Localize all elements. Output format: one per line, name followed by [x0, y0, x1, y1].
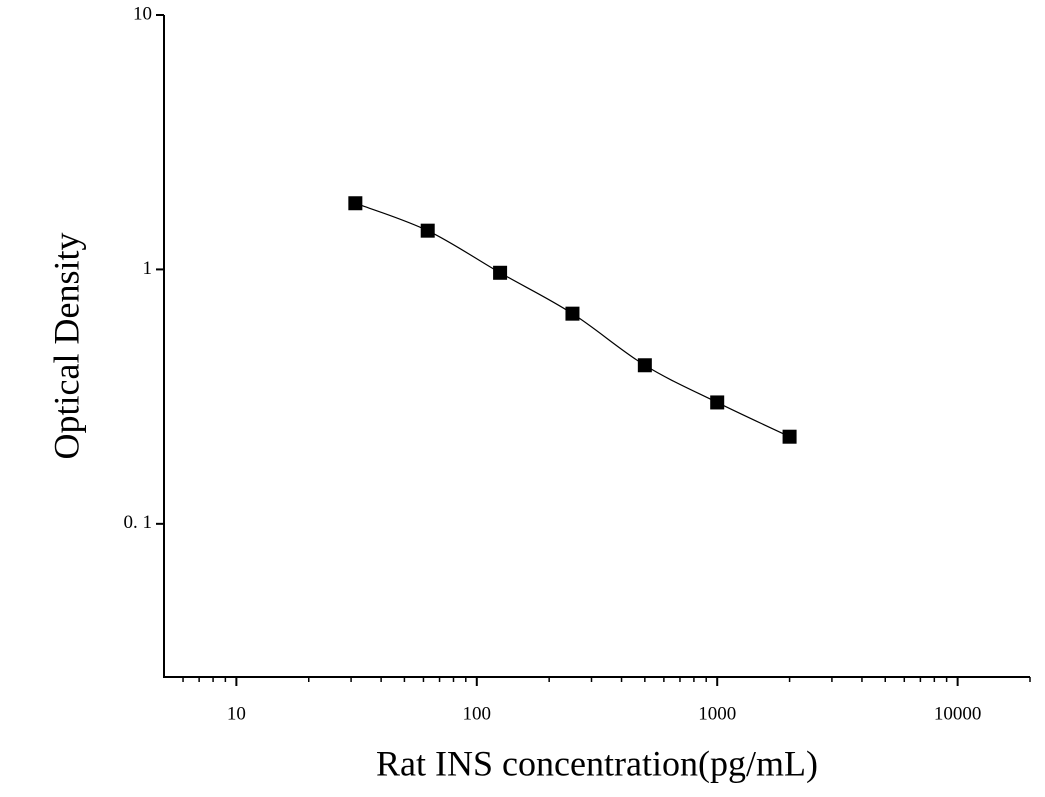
x-tick-label: 1000 [698, 703, 736, 724]
data-point [348, 196, 363, 211]
data-point [493, 265, 508, 280]
data-point [710, 395, 725, 410]
data-point [782, 429, 797, 444]
y-axis-title: Optical Density [46, 233, 86, 460]
y-tick-label: 1 [143, 258, 153, 279]
y-tick-label: 10 [133, 3, 152, 24]
y-tick-label: 0. 1 [124, 512, 153, 533]
x-tick-label: 10 [227, 703, 246, 724]
x-tick-label: 100 [463, 703, 492, 724]
data-point [420, 223, 435, 238]
data-point [637, 358, 652, 373]
x-tick-label: 10000 [934, 703, 982, 724]
data-point [565, 306, 580, 321]
x-axis-title: Rat INS concentration(pg/mL) [376, 743, 818, 783]
